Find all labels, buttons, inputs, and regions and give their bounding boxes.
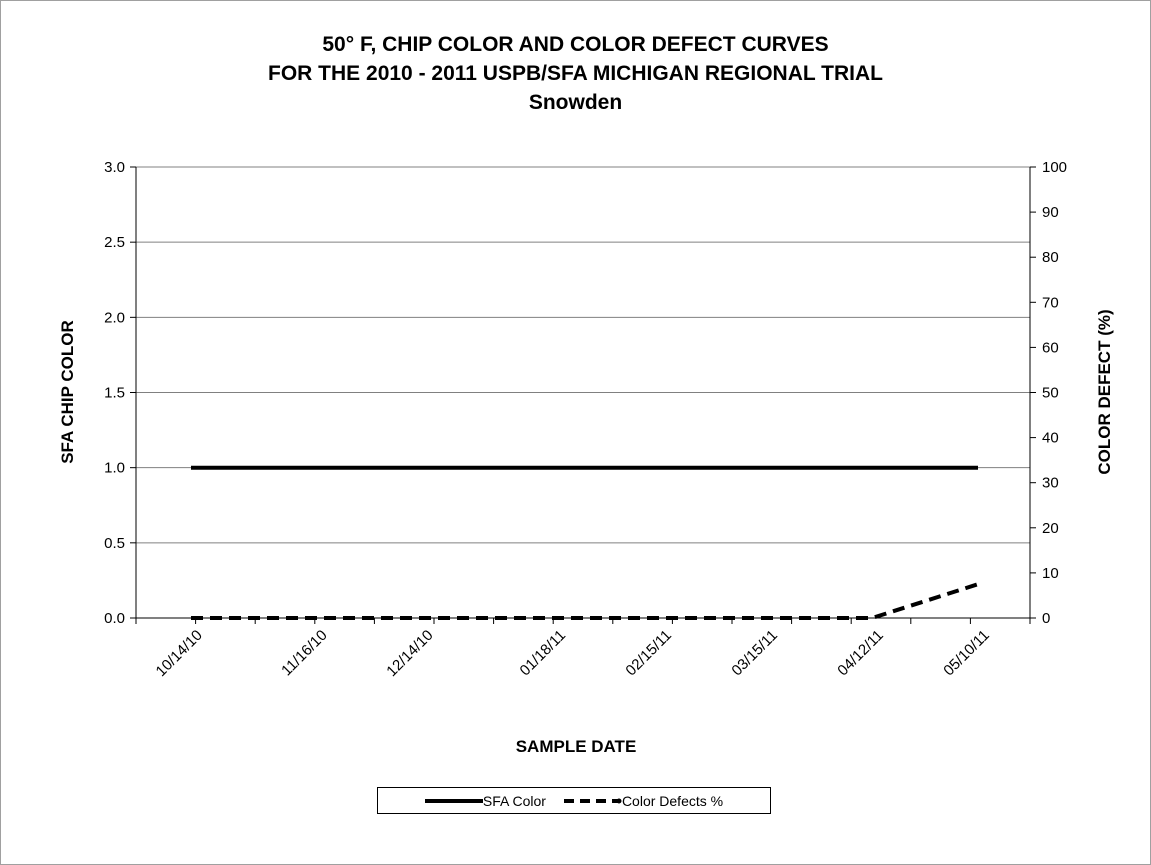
y-right-tick-label: 20 (1042, 520, 1059, 537)
legend-label-color-defects: Color Defects % (621, 792, 724, 809)
legend-swatch-solid (424, 798, 483, 803)
chart-subtitle: Snowden (528, 91, 623, 114)
x-tick-label: 10/14/10 (153, 627, 206, 680)
series-color-defects-line (191, 582, 979, 620)
x-tick-label: 02/15/11 (622, 627, 675, 680)
chart-title-line-2: FOR THE 2010 - 2011 USPB/SFA MICHIGAN RE… (268, 62, 883, 85)
y-right-tick-label: 30 (1042, 475, 1059, 492)
y-right-tick-label: 80 (1042, 249, 1059, 266)
y-left-tick-label: 1.0 (104, 460, 125, 477)
y-right-tick-label: 50 (1042, 385, 1059, 402)
gridlines (136, 166, 1030, 619)
x-tick-label: 03/15/11 (728, 627, 781, 680)
y-right-tick-label: 40 (1042, 430, 1059, 447)
chart-title: 50° F, CHIP COLOR AND COLOR DEFECT CURVE… (0, 30, 1151, 117)
y-right-tick-label: 10 (1042, 565, 1059, 582)
x-tick-label: 11/16/10 (278, 627, 331, 680)
legend-item-sfa-color: SFA Color (424, 792, 546, 809)
y-right-tick-label: 60 (1042, 339, 1059, 356)
x-tick-label: 05/10/11 (940, 627, 993, 680)
y-left-tick-label: 2.5 (104, 234, 125, 251)
legend-swatch-dashed (563, 798, 622, 803)
y-left-tick-label: 3.0 (104, 159, 125, 176)
y-right-tick-label: 0 (1042, 610, 1050, 627)
y-axis-right-title: COLOR DEFECT (%) (1095, 309, 1114, 474)
x-axis-title: SAMPLE DATE (516, 737, 637, 756)
chart-title-line-1: 50° F, CHIP COLOR AND COLOR DEFECT CURVE… (322, 33, 829, 56)
series-lines (191, 465, 979, 620)
y-right-tick-label: 90 (1042, 204, 1059, 221)
tick-labels: 0.0 0.5 1.0 1.5 2.0 2.5 3.0 0 10 20 30 40 50 60 70 80 90… (104, 159, 1067, 680)
legend-label-sfa-color: SFA Color (482, 792, 546, 809)
y-right-tick-label: 100 (1042, 159, 1067, 176)
x-tick-label: 04/12/11 (834, 627, 887, 680)
x-tick-label: 12/14/10 (383, 627, 436, 680)
y-left-tick-label: 0.5 (104, 535, 125, 552)
legend-item-color-defects: Color Defects % (563, 792, 724, 809)
axes (130, 166, 1036, 624)
legend: SFA Color Color Defects % (377, 787, 771, 814)
y-right-tick-label: 70 (1042, 294, 1059, 311)
y-left-tick-label: 0.0 (104, 610, 125, 627)
y-left-tick-label: 1.5 (104, 385, 125, 402)
y-left-tick-label: 2.0 (104, 309, 125, 326)
x-tick-label: 01/18/11 (517, 627, 570, 680)
y-axis-left-title: SFA CHIP COLOR (58, 320, 77, 464)
